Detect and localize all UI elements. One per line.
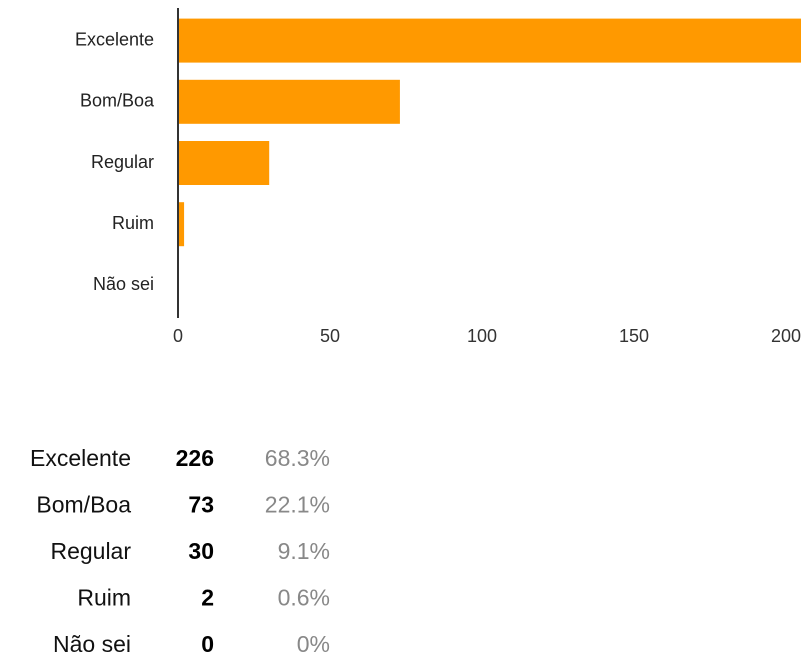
bar: [178, 202, 185, 247]
bar: [178, 79, 400, 124]
row-percent: 22.1%: [265, 492, 330, 518]
row-label: Ruim: [77, 585, 131, 611]
y-tick-label: Excelente: [75, 29, 154, 49]
row-percent: 0.6%: [278, 585, 330, 611]
row-count: 226: [176, 445, 214, 471]
row-count: 2: [201, 585, 214, 611]
row-count: 73: [188, 492, 214, 518]
row-count: 30: [188, 538, 214, 564]
bar: [178, 141, 270, 185]
row-percent: 68.3%: [265, 445, 330, 471]
x-tick-label: 0: [173, 326, 183, 346]
row-label: Bom/Boa: [36, 492, 131, 518]
y-tick-label: Bom/Boa: [80, 91, 155, 111]
row-percent: 0%: [297, 631, 330, 657]
bar: [178, 18, 801, 63]
y-tick-label: Ruim: [112, 213, 154, 233]
x-tick-label: 100: [467, 326, 497, 346]
y-tick-label: Regular: [91, 152, 154, 172]
row-count: 0: [201, 631, 214, 657]
row-percent: 9.1%: [278, 538, 330, 564]
row-label: Regular: [50, 538, 131, 564]
row-label: Excelente: [30, 445, 131, 471]
x-tick-label: 150: [619, 326, 649, 346]
y-tick-label: Não sei: [93, 274, 154, 294]
row-label: Não sei: [53, 631, 131, 657]
x-tick-label: 50: [320, 326, 340, 346]
x-tick-label: 200: [771, 326, 801, 346]
